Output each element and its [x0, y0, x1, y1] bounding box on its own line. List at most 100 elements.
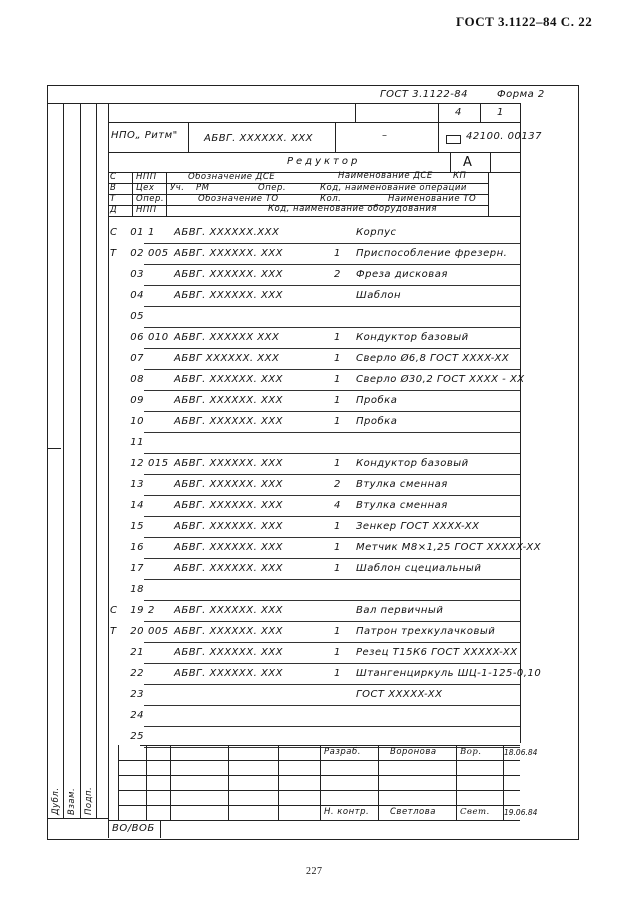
rule — [146, 745, 147, 820]
row-quantity: 2 — [334, 269, 341, 280]
side-strip-line — [63, 103, 64, 818]
table-row: 15 АБВГ. XXXXXX. XXX 1 Зенкер ГОСТ XXXX-XX — [108, 517, 520, 538]
rule — [118, 745, 119, 820]
row-rule — [144, 306, 520, 307]
row-number: 11 — [130, 437, 144, 448]
rule — [166, 172, 167, 216]
row-quantity: 1 — [334, 626, 341, 637]
row-rule — [144, 285, 520, 286]
row-rule — [144, 516, 520, 517]
rule — [108, 122, 520, 123]
row-number: 05 — [130, 311, 144, 322]
table-row: 04 АБВГ. XXXXXX. XXX Шаблон — [108, 286, 520, 307]
rule — [355, 103, 356, 122]
row-rule — [144, 369, 520, 370]
row-number: 07 — [130, 353, 144, 364]
rule — [228, 745, 229, 820]
row-rule — [144, 726, 520, 727]
rule — [480, 103, 481, 122]
rule — [378, 745, 379, 820]
rule — [520, 103, 521, 743]
row-rule — [144, 432, 520, 433]
table-row: 25 — [108, 727, 520, 748]
table-row: 05 — [108, 307, 520, 328]
row-name: Приспособление фрезерн. — [356, 248, 508, 259]
legend-cell: Код, наименование оборудования — [268, 204, 437, 214]
row-designation: АБВГ. XXXXXX. XXX — [174, 248, 284, 259]
table-row: 18 — [108, 580, 520, 601]
form-code: ВО/ВОБ — [112, 823, 155, 834]
row-quantity: 1 — [334, 248, 341, 259]
table-row: 03 АБВГ. XXXXXX. XXX 2 Фреза дисковая — [108, 265, 520, 286]
table-row: 11 — [108, 433, 520, 454]
rule — [278, 745, 279, 820]
rule — [450, 152, 451, 172]
developer-date: 18.06.84 — [504, 748, 538, 757]
page-number: 227 — [306, 866, 323, 877]
row-quantity: 1 — [334, 353, 341, 364]
table-row: 17 АБВГ. XXXXXX. XXX 1 Шаблон сцециальный — [108, 559, 520, 580]
row-rule — [144, 600, 520, 601]
side-label-dubl: Дубл. — [51, 787, 61, 815]
developer-name: Воронова — [390, 747, 437, 757]
row-designation: АБВГ. XXXXXX. XXX — [174, 668, 284, 679]
row-quantity: 4 — [334, 500, 341, 511]
table-row: 23 ГОСТ XXXXX-XX — [108, 685, 520, 706]
rule — [456, 745, 457, 820]
legend-cell: Обозначение ДСЕ — [188, 172, 276, 182]
organization: НПО„ Ритм" — [111, 130, 178, 141]
row-designation: АБВГ. XXXXXX. XXX — [174, 458, 284, 469]
row-name: Резец Т15К6 ГОСТ XXXXX-XX — [356, 647, 518, 658]
rule — [490, 152, 491, 172]
table-row: Т 02 005 АБВГ. XXXXXX. XXX 1 Приспособление ф… — [108, 244, 520, 265]
row-designation: АБВГ. XXXXXX. XXX — [174, 479, 284, 490]
document-code: 42100. 00137 — [466, 131, 542, 142]
row-rule — [144, 264, 520, 265]
row-quantity: 1 — [334, 542, 341, 553]
legend-cell: РМ — [196, 183, 210, 193]
legend-cell: Обозначение ТО — [198, 194, 279, 204]
row-designation: АБВГ. XXXXXX. XXX — [174, 269, 284, 280]
row-prefix: Т — [110, 248, 117, 259]
row-designation: АБВГ. XXXXXX. XXX — [174, 290, 284, 301]
row-rule — [144, 243, 520, 244]
table-row: 22 АБВГ. XXXXXX. XXX 1 Штангенциркуль ШЦ-1-… — [108, 664, 541, 685]
row-prefix: С — [110, 227, 118, 238]
sheets-count: 4 — [455, 107, 462, 118]
row-name: Метчик М8×1,25 ГОСТ XXXXX-XX — [356, 542, 542, 553]
row-quantity: 2 — [334, 479, 341, 490]
rule — [108, 194, 488, 195]
legend-cell: Наименование ТО — [388, 194, 477, 204]
legend-cell: НПП — [136, 172, 157, 182]
table-row: 13 АБВГ. XXXXXX. XXX 2 Втулка сменная — [108, 475, 520, 496]
rule — [108, 172, 520, 173]
row-quantity: 1 — [334, 395, 341, 406]
table-row: 12 015 АБВГ. XXXXXX. XXX 1 Кондуктор базовый — [108, 454, 520, 475]
row-name: Пробка — [356, 395, 398, 406]
legend-key: В — [110, 183, 117, 193]
table-row: 09 АБВГ. XXXXXX. XXX 1 Пробка — [108, 391, 520, 412]
checkbox-icon — [446, 135, 461, 144]
row-prefix: Т — [110, 626, 117, 637]
row-number: 12 — [130, 458, 144, 469]
row-number: 21 — [130, 647, 144, 658]
side-strip-line — [96, 103, 97, 818]
table-row: 07 АБВГ XXXXXX. XXX 1 Сверло Ø6,8 ГОСТ XXXX… — [108, 349, 520, 370]
row-number: 06 — [130, 332, 144, 343]
row-rule — [144, 558, 520, 559]
rule — [118, 790, 520, 791]
row-quantity: 1 — [334, 416, 341, 427]
row-number: 23 — [130, 689, 144, 700]
legend-block: С НПП Обозначение ДСЕ Наименование ДСЕ К… — [108, 171, 520, 217]
rule — [118, 805, 520, 806]
table-row: 21 АБВГ. XXXXXX. XXX 1 Резец Т15К6 ГОСТ XXX… — [108, 643, 520, 664]
rule — [160, 820, 161, 838]
row-number: 24 — [130, 710, 144, 721]
form-frame — [47, 85, 579, 840]
row-designation: АБВГ. XXXXXX. XXX — [174, 395, 284, 406]
rule — [47, 103, 520, 104]
row-designation: АБВГ. XXXXXX. XXX — [174, 416, 284, 427]
legend-key: Т — [110, 194, 116, 204]
row-name: Шаблон — [356, 290, 402, 301]
row-quantity: 1 — [334, 458, 341, 469]
